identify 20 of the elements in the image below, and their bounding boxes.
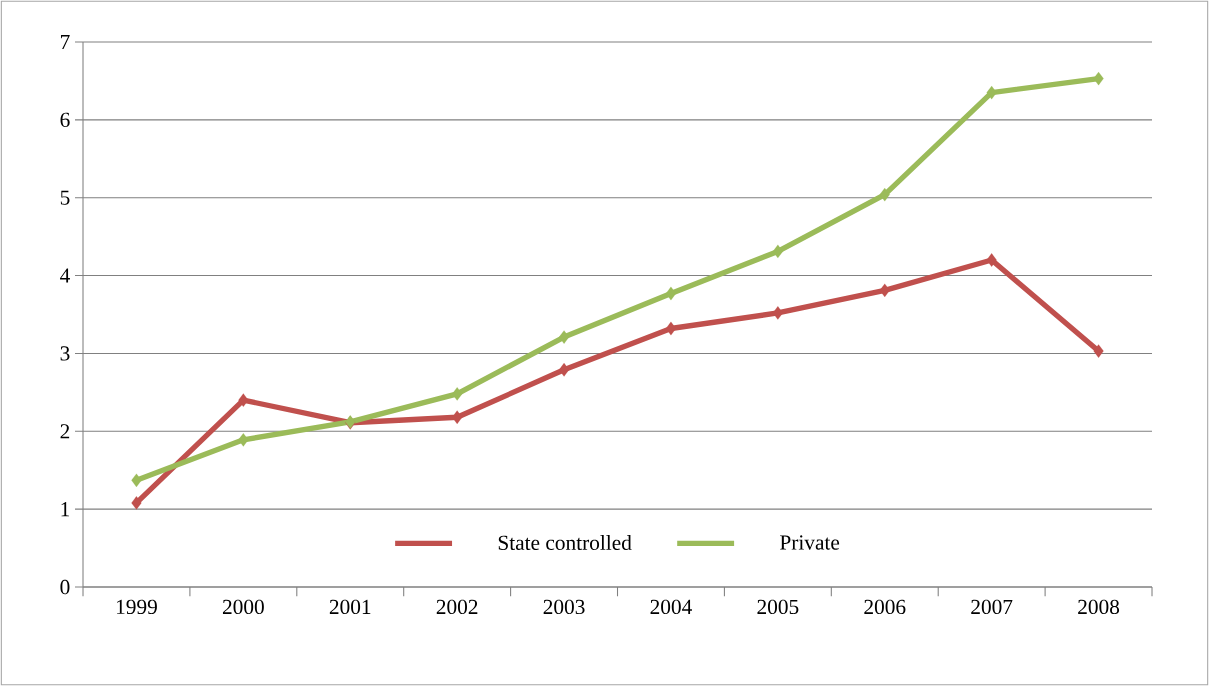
x-tick-label: 2005 <box>757 599 799 615</box>
x-tick-label: 1999 <box>117 599 157 615</box>
y-tick-label: 3 <box>60 346 70 361</box>
x-tick-label: 2007 <box>971 599 1013 615</box>
x-tick-label: 2008 <box>1078 599 1120 615</box>
y-tick-label: 2 <box>60 424 70 439</box>
y-tick-label: 4 <box>60 268 70 283</box>
x-tick-label: 2006 <box>864 599 906 615</box>
y-tick-label: 7 <box>61 35 70 49</box>
x-tick-label: 2001 <box>329 599 371 615</box>
x-tick-label: 2002 <box>436 599 478 615</box>
x-tick-label: 2004 <box>650 599 692 615</box>
x-tick-label: 2003 <box>543 599 585 615</box>
legend-label: State controlled <box>498 534 632 551</box>
legend-label: Private <box>780 535 840 550</box>
y-tick-label: 5 <box>60 190 70 205</box>
x-tick-label: 2000 <box>222 599 264 615</box>
y-tick-label: 0 <box>60 579 70 595</box>
y-tick-label: 6 <box>60 112 70 128</box>
y-tick-label: 1 <box>61 502 70 517</box>
